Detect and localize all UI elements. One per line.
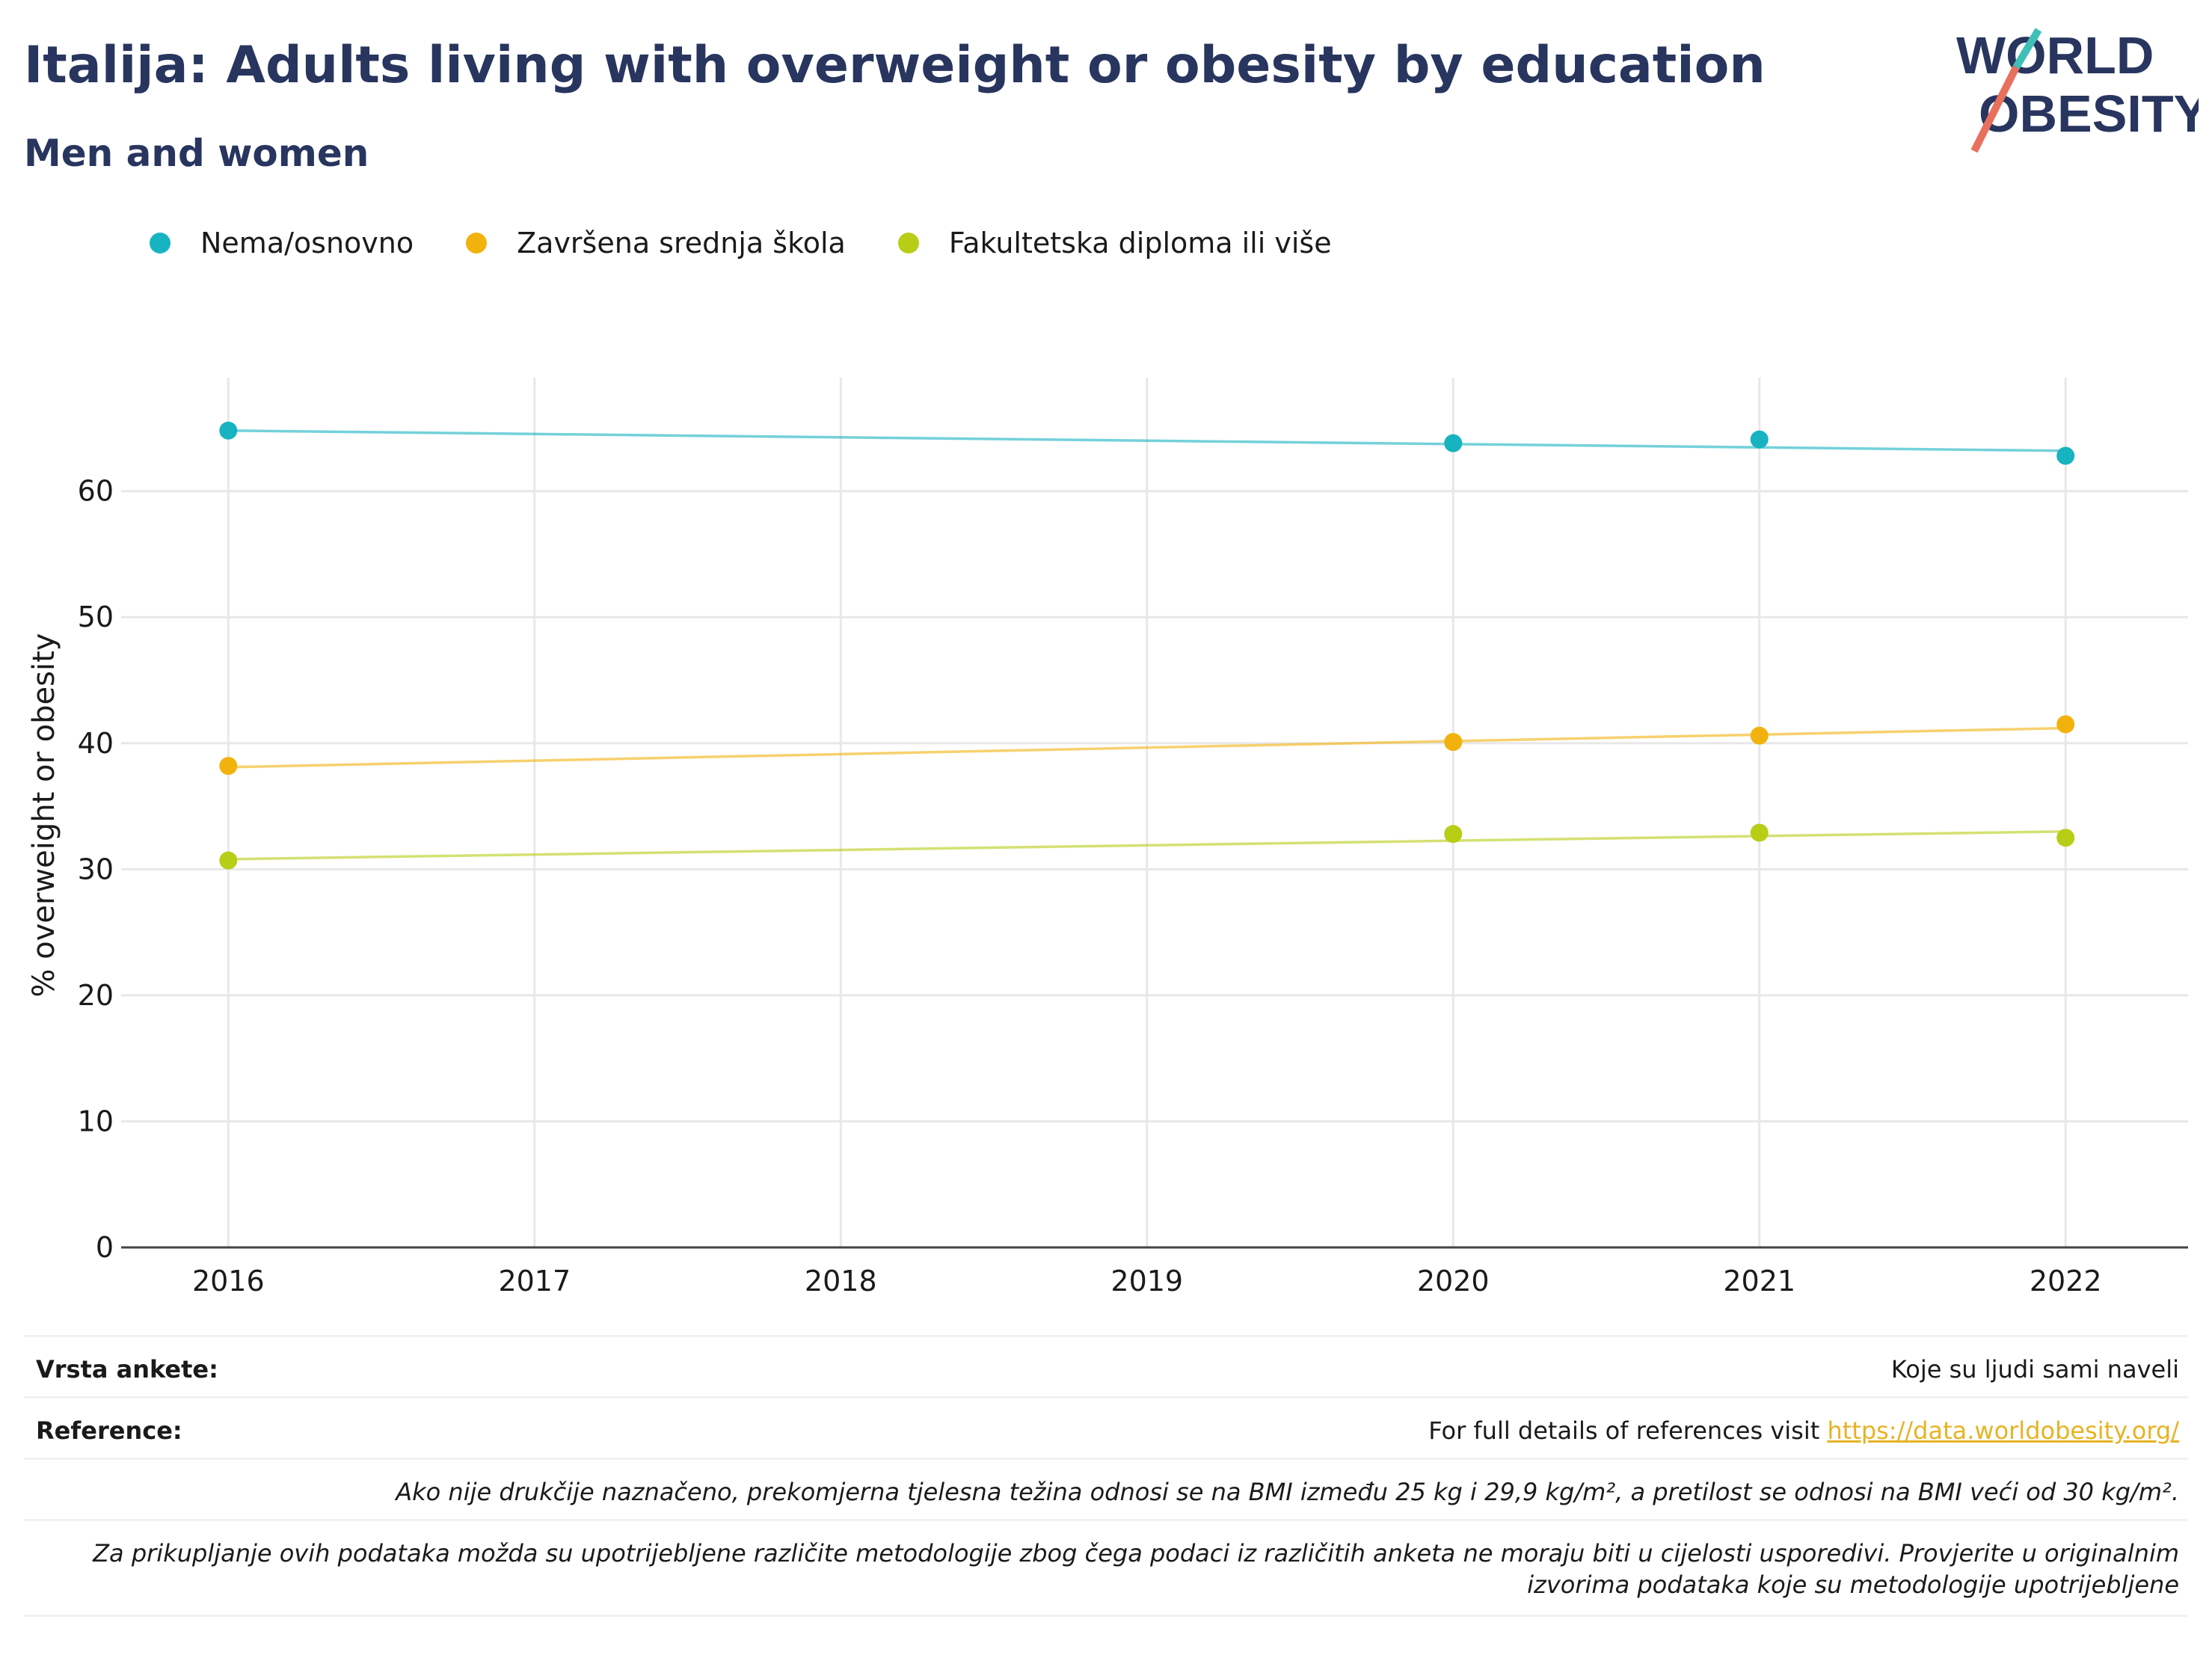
y-tick-label: 0	[96, 1231, 114, 1264]
survey-type-value: Koje su ljudi sami naveli	[1890, 1355, 2179, 1384]
y-axis-label: % overweight or obesity	[27, 633, 61, 998]
footer-survey-row: Vrsta ankete: Koje su ljudi sami naveli	[24, 1335, 2188, 1398]
reference-link[interactable]: https://data.worldobesity.org/	[1827, 1416, 2179, 1445]
x-tick-label: 2017	[498, 1265, 571, 1298]
methodology-note: Za prikupljanje ovih podataka možda su u…	[93, 1539, 2179, 1599]
legend-marker	[150, 233, 170, 254]
data-point-series-2	[1750, 823, 1769, 842]
data-point-series-0	[219, 421, 238, 440]
axes: 0 10 20 30 40 50 60 2016 2017 2018 2019 2020 2021 202…	[78, 475, 2188, 1298]
data-point-series-2	[2056, 829, 2075, 847]
chart-subtitle: Men and women	[24, 132, 369, 175]
x-tick-label: 2016	[192, 1265, 265, 1298]
x-tick-label: 2020	[1417, 1265, 1490, 1298]
x-tick-label: 2019	[1110, 1265, 1183, 1298]
legend-item-fakultetska-diploma[interactable]: Fakultetska diploma ili više	[897, 227, 1332, 260]
y-tick-label: 40	[78, 727, 114, 760]
x-tick-label: 2021	[1723, 1265, 1795, 1298]
y-tick-label: 30	[78, 853, 114, 885]
logo-slash-red	[1970, 65, 2020, 153]
bmi-definition-note: Ako nije drukčije naznačeno, prekomjerna…	[396, 1478, 2179, 1506]
reference-value: For full details of references visit htt…	[1428, 1416, 2179, 1445]
chart-legend: Nema/osnovno Završena srednja škola Faku…	[150, 221, 1384, 265]
y-tick-label: 60	[78, 475, 114, 508]
legend-item-zavrsena-srednja-skola[interactable]: Završena srednja škola	[466, 227, 846, 260]
data-point-series-2	[1444, 825, 1463, 844]
y-tick-label: 50	[78, 601, 114, 633]
x-tick-label: 2022	[2030, 1265, 2102, 1298]
data-point-series-0	[1750, 430, 1769, 449]
legend-item-nema-osnovno[interactable]: Nema/osnovno	[150, 227, 414, 260]
data-point-series-1	[1444, 733, 1463, 752]
logo-slash-teal	[2012, 28, 2042, 70]
survey-type-label: Vrsta ankete:	[36, 1355, 218, 1384]
line-chart: 0 10 20 30 40 50 60 2016 2017 2018 2019 2020 2021 202…	[27, 378, 2188, 1298]
logo-text-world: WORLD	[1956, 26, 2154, 85]
reference-text: For full details of references visit	[1428, 1416, 1828, 1445]
footer-reference-row: Reference: For full details of reference…	[24, 1396, 2188, 1460]
footer-methodology-row: Za prikupljanje ovih podataka možda su u…	[24, 1519, 2188, 1617]
footer-note-row: Ako nije drukčije naznačeno, prekomjerna…	[24, 1458, 2188, 1521]
legend-marker	[897, 233, 919, 254]
data-point-series-1	[2056, 715, 2075, 734]
data-point-series-2	[219, 851, 238, 870]
y-tick-label: 20	[78, 979, 114, 1012]
series	[219, 421, 2075, 870]
chart-title: Italija: Adults living with overweight o…	[24, 36, 1766, 95]
data-point-series-1	[1750, 726, 1769, 745]
legend-marker	[466, 233, 488, 254]
legend-label: Fakultetska diploma ili više	[948, 227, 1332, 260]
logo-text-obesity: OBESITY	[1979, 85, 2199, 143]
y-tick-label: 10	[78, 1105, 114, 1137]
data-point-series-1	[219, 757, 238, 776]
data-point-series-0	[2056, 446, 2075, 465]
data-point-series-0	[1444, 434, 1463, 452]
x-tick-label: 2018	[805, 1265, 877, 1298]
reference-label: Reference:	[36, 1416, 182, 1445]
legend-label: Završena srednja škola	[517, 227, 846, 260]
grid-lines	[121, 378, 2188, 1247]
legend-label: Nema/osnovno	[200, 227, 414, 260]
world-obesity-logo: WORLD OBESITY	[1956, 26, 2199, 153]
